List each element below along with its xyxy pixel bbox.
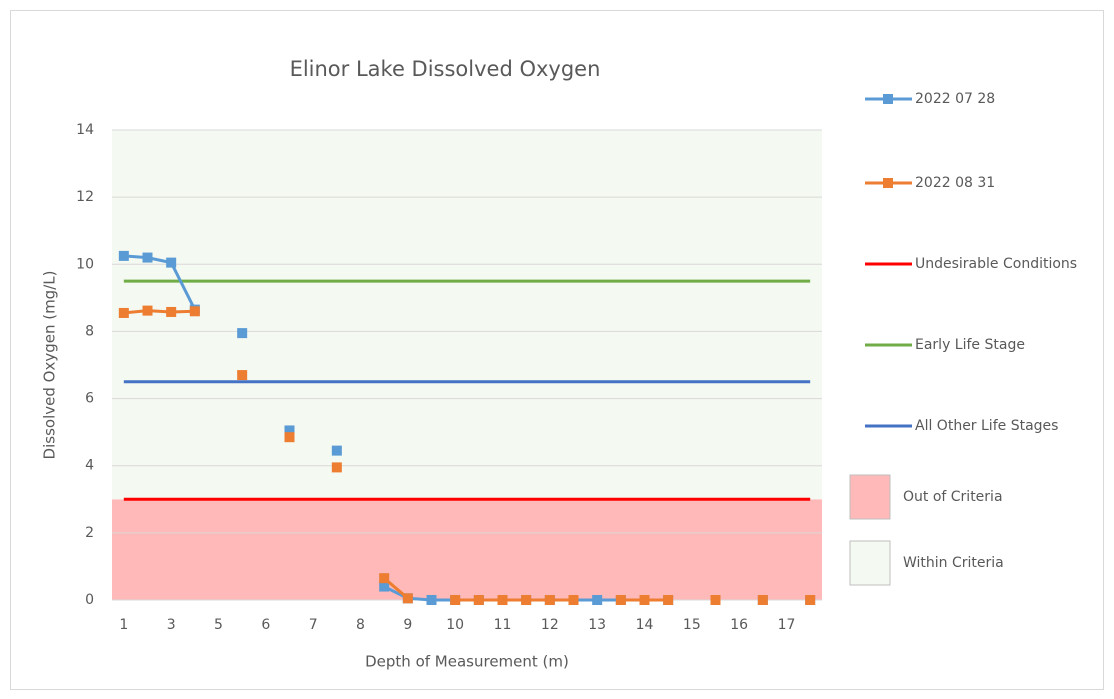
legend-label: Early Life Stage — [915, 337, 1025, 353]
x-tick-label: 7 — [309, 617, 318, 633]
x-tick-label: 12 — [541, 617, 559, 633]
x-tick-label: 5 — [214, 617, 223, 633]
chart-title: Elinor Lake Dissolved Oxygen — [290, 57, 601, 81]
y-tick-label: 10 — [76, 256, 94, 272]
criteria-band — [112, 130, 822, 500]
x-tick-label: 1 — [119, 617, 128, 633]
marker — [805, 595, 816, 605]
legend-label: Out of Criteria — [903, 489, 1003, 505]
x-tick-label: 13 — [588, 617, 606, 633]
legend-swatch — [849, 474, 891, 520]
marker — [379, 581, 390, 592]
legend-label: Undesirable Conditions — [915, 256, 1077, 272]
marker — [521, 595, 532, 605]
y-tick-label: 2 — [85, 525, 94, 541]
marker — [379, 573, 390, 584]
legend-marker — [883, 178, 893, 188]
x-tick-label: 3 — [167, 617, 176, 633]
marker — [615, 595, 626, 605]
x-axis-label: Depth of Measurement (m) — [365, 653, 569, 671]
marker — [166, 257, 177, 268]
marker — [544, 595, 555, 605]
marker — [118, 250, 129, 261]
marker — [284, 432, 295, 443]
x-tick-label: 11 — [494, 617, 512, 633]
x-tick-label: 16 — [730, 617, 748, 633]
legend-label: All Other Life Stages — [915, 418, 1058, 434]
legend-label: 2022 08 31 — [915, 175, 995, 191]
marker — [189, 306, 200, 317]
legend-label: Within Criteria — [903, 555, 1004, 571]
marker — [331, 445, 342, 456]
marker — [568, 595, 579, 605]
legend-swatch — [849, 540, 891, 586]
marker — [237, 328, 248, 339]
y-tick-label: 4 — [85, 458, 94, 474]
y-tick-label: 14 — [76, 122, 94, 138]
marker — [473, 595, 484, 605]
marker — [166, 306, 177, 317]
x-tick-label: 9 — [403, 617, 412, 633]
marker — [118, 307, 129, 318]
marker — [592, 595, 603, 605]
legend-marker — [883, 94, 893, 104]
marker — [497, 595, 508, 605]
marker — [757, 595, 768, 605]
marker — [331, 462, 342, 473]
y-tick-label: 8 — [85, 323, 94, 339]
x-tick-label: 8 — [356, 617, 365, 633]
marker — [663, 595, 674, 605]
y-tick-label: 6 — [85, 391, 94, 407]
criteria-band — [112, 499, 822, 600]
marker — [639, 595, 650, 605]
y-tick-label: 0 — [85, 592, 94, 608]
marker — [710, 595, 721, 605]
x-tick-label: 6 — [261, 617, 270, 633]
marker — [142, 305, 153, 316]
marker — [450, 595, 461, 605]
x-tick-label: 10 — [446, 617, 464, 633]
marker — [142, 252, 153, 263]
y-tick-label: 12 — [76, 189, 94, 205]
x-tick-label: 17 — [778, 617, 796, 633]
marker — [426, 595, 437, 605]
legend-label: 2022 07 28 — [915, 91, 995, 107]
x-tick-label: 15 — [683, 617, 701, 633]
marker — [402, 593, 413, 604]
marker — [284, 425, 295, 436]
marker — [237, 370, 248, 381]
x-tick-label: 14 — [636, 617, 654, 633]
y-axis-label: Dissolved Oxygen (mg/L) — [41, 271, 59, 460]
